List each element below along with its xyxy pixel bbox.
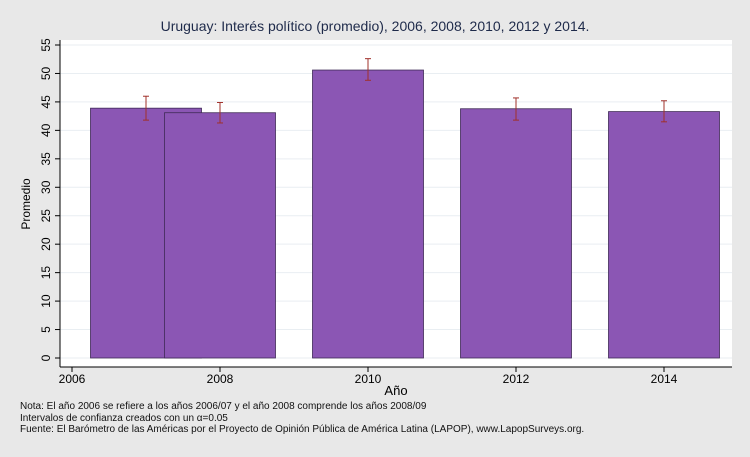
error-bars	[143, 58, 667, 124]
y-tick-label: 55	[39, 38, 53, 52]
y-tick-label: 5	[39, 326, 53, 333]
x-axis-label: Año	[384, 383, 407, 398]
chart-notes: Nota: El año 2006 se refiere a los años …	[20, 401, 584, 436]
note-confidence: Intervalos de confianza creados con un α…	[20, 412, 228, 424]
y-tick-label: 35	[39, 152, 53, 166]
x-tick-label: 2006	[59, 372, 86, 386]
bar	[460, 108, 572, 359]
y-tick-label: 30	[39, 180, 53, 194]
bar	[312, 69, 424, 359]
y-tick-label: 50	[39, 66, 53, 80]
y-tick-label: 40	[39, 123, 53, 137]
y-tick-label: 45	[39, 95, 53, 109]
x-tick-label: 2014	[651, 372, 678, 386]
y-axis-ticks: 0 5 10 15 20 25 30 35 40 45 50 55	[39, 38, 60, 361]
y-tick-label: 25	[39, 209, 53, 223]
bars	[90, 69, 720, 359]
bar	[608, 111, 720, 359]
bar	[164, 112, 276, 359]
x-tick-label: 2008	[207, 372, 234, 386]
y-tick-label: 10	[39, 294, 53, 308]
y-axis-label: Promedio	[19, 178, 33, 230]
x-tick-label: 2010	[355, 372, 382, 386]
chart-title: Uruguay: Interés político (promedio), 20…	[161, 18, 590, 34]
y-tick-label: 0	[39, 354, 53, 361]
note-years: Nota: El año 2006 se refiere a los años …	[20, 401, 427, 412]
note-source: Fuente: El Barómetro de las Américas por…	[20, 424, 585, 435]
y-tick-label: 15	[39, 266, 53, 280]
x-tick-label: 2012	[503, 372, 530, 386]
x-axis-ticks: 2006 2008 2010 2012 2014	[59, 367, 678, 386]
y-tick-label: 20	[39, 237, 53, 251]
